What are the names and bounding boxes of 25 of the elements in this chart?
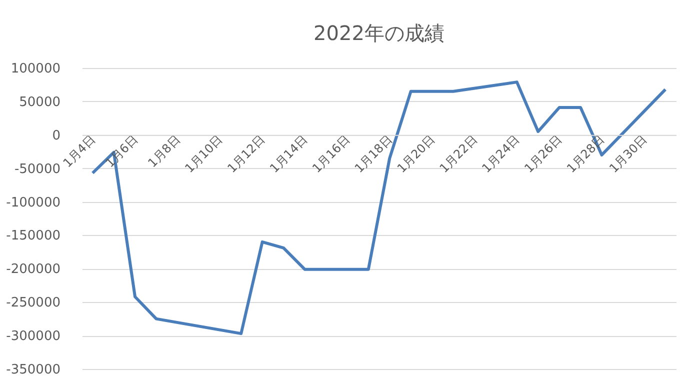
chart-title: 2022年の成績 xyxy=(314,21,444,45)
y-tick-label: 50000 xyxy=(19,94,60,110)
y-tick-label: -100000 xyxy=(6,195,60,210)
x-tick-label: 1月18日 xyxy=(352,132,396,176)
x-tick-label: 1月28日 xyxy=(564,132,608,176)
y-tick-label: -50000 xyxy=(14,162,60,177)
x-tick-label: 1月22日 xyxy=(436,132,480,176)
y-tick-label: -250000 xyxy=(6,296,60,311)
x-tick-label: 1月20日 xyxy=(394,132,438,176)
x-tick-label: 1月6日 xyxy=(102,132,140,170)
x-tick-label: 1月8日 xyxy=(145,132,183,170)
x-tick-label: 1月12日 xyxy=(224,132,268,176)
y-tick-label: 100000 xyxy=(10,62,60,76)
y-tick-label: 0 xyxy=(52,128,60,144)
y-tick-label: -300000 xyxy=(6,329,60,344)
x-tick-label: 1月10日 xyxy=(182,132,226,176)
x-tick-label: 1月14日 xyxy=(267,132,310,176)
y-tick-label: -200000 xyxy=(6,262,60,278)
x-tick-label: 1月4日 xyxy=(60,132,98,170)
y-tick-label: -350000 xyxy=(6,362,60,378)
x-tick-label: 1月30日 xyxy=(606,132,650,176)
y-tick-label: -150000 xyxy=(6,228,60,244)
x-tick-label: 1月16日 xyxy=(310,132,353,176)
x-tick-label: 1月26日 xyxy=(522,132,565,176)
x-tick-label: 1月24日 xyxy=(479,132,522,176)
